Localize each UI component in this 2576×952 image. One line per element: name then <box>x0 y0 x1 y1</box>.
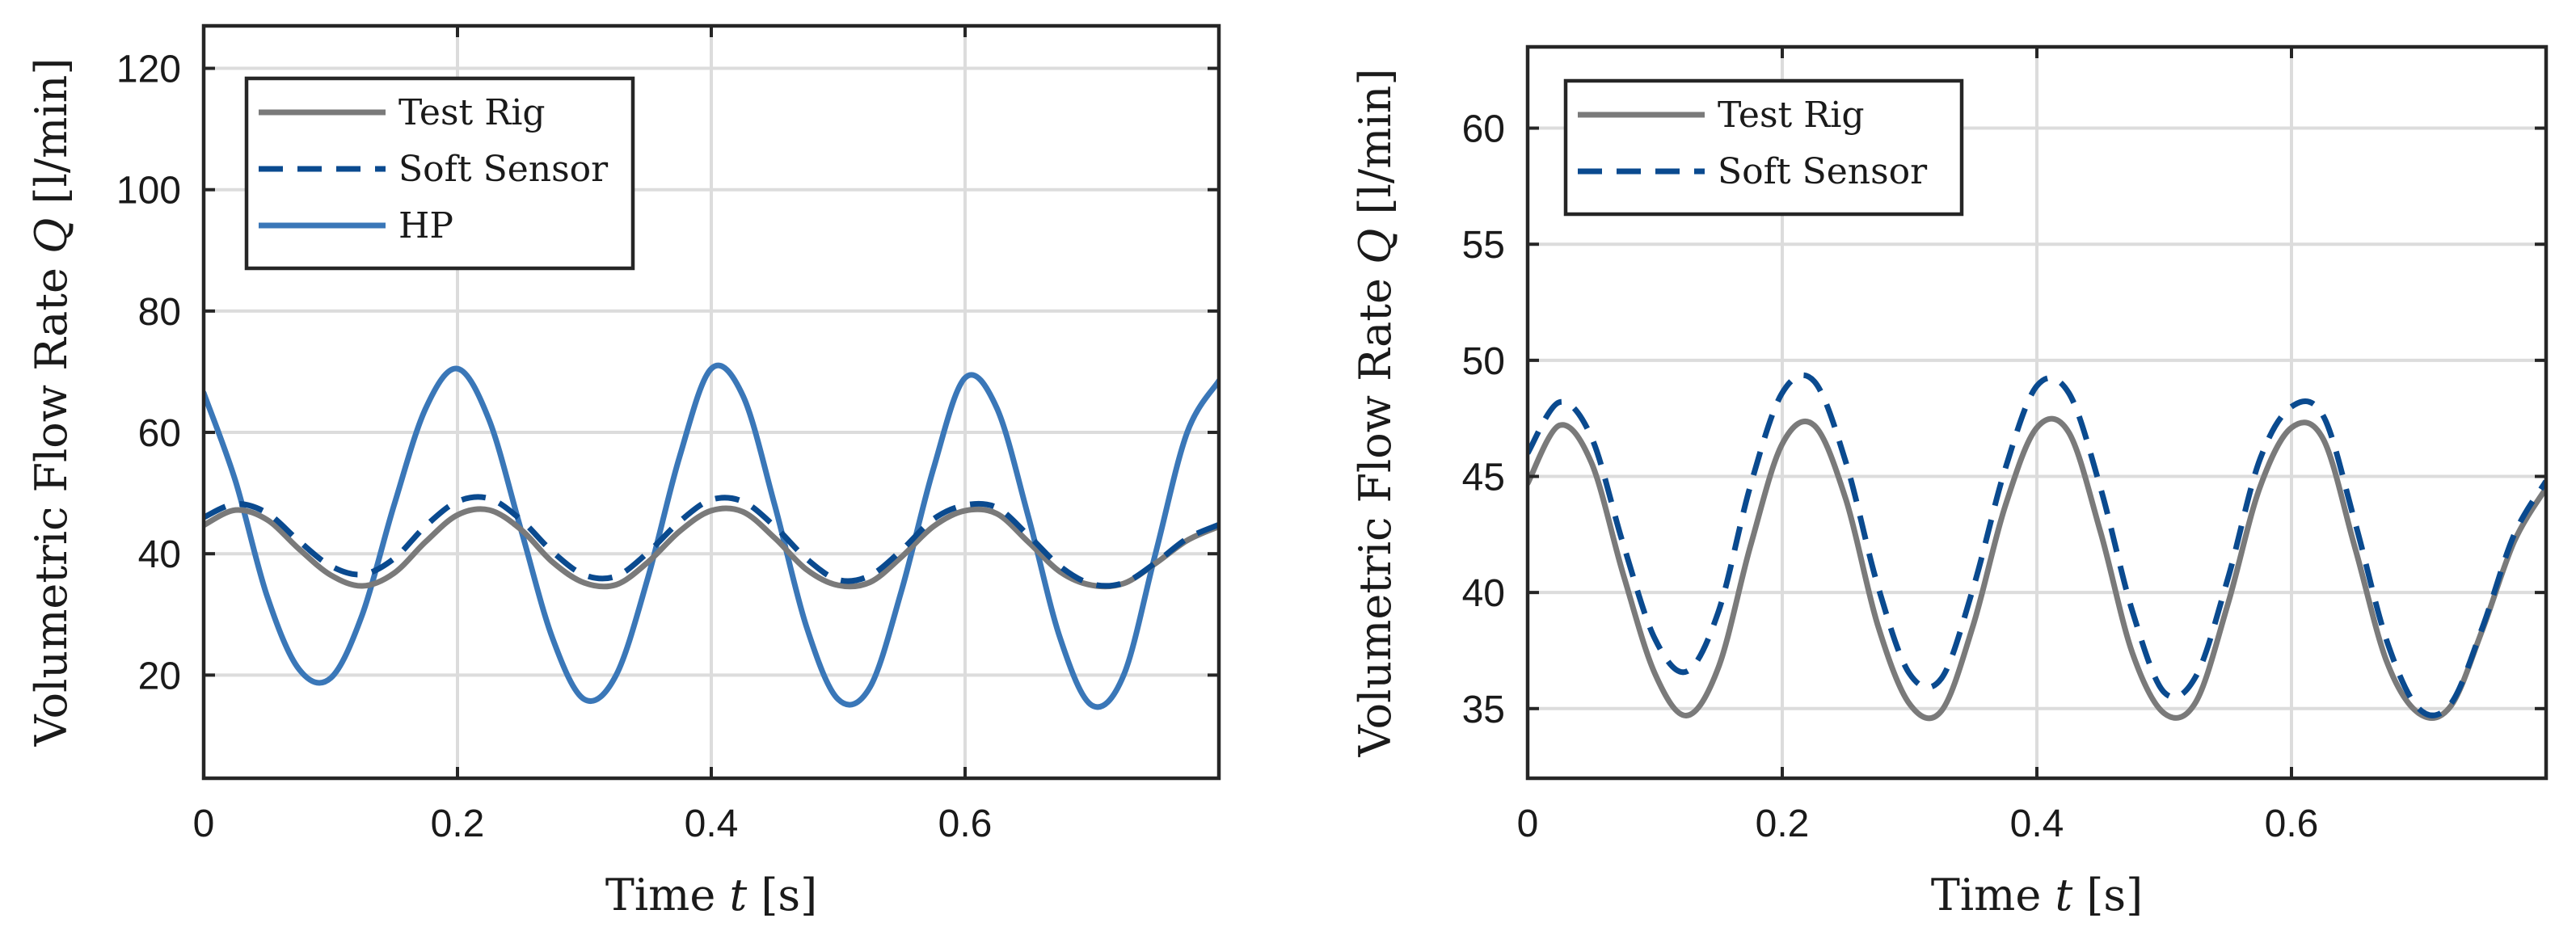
y-axis-label-text: Volumetric Flow Rate <box>26 254 77 748</box>
legend-entry-label: Soft Sensor <box>1718 151 1928 192</box>
series-line-soft-sensor <box>204 494 1219 589</box>
x-axis-label: Time t [s] <box>1931 870 2143 920</box>
y-tick-label: 40 <box>1462 572 1505 615</box>
y-tick-label: 60 <box>1462 108 1505 151</box>
y-tick-label: 20 <box>138 655 181 697</box>
x-ticks: 0 0.2 0.4 0.6 <box>1517 47 2319 845</box>
series-line-test-rig <box>1528 415 2546 722</box>
x-tick-label: 0.2 <box>1756 802 1810 845</box>
y-axis-label-unit: [l/min] <box>26 58 77 218</box>
y-tick-label: 50 <box>1462 340 1505 383</box>
right-chart: 0 0.2 0.4 0.6 35 40 45 50 55 60 Time t [s] Volumetr… <box>1350 44 2549 920</box>
x-tick-label: 0.6 <box>2265 802 2319 845</box>
y-axis-label-unit: [l/min] <box>1350 69 1401 229</box>
x-axis-label-text: Time <box>1931 870 2055 920</box>
legend-entry-label: HP <box>398 205 453 246</box>
legend-entry-label: Soft Sensor <box>398 149 609 190</box>
y-tick-label: 60 <box>138 412 181 455</box>
y-tick-label: 100 <box>116 170 181 213</box>
y-ticks: 20 40 60 80 100 120 <box>116 48 1219 697</box>
x-tick-label: 0.4 <box>2010 802 2064 845</box>
y-axis-label-variable: Q <box>26 218 77 254</box>
x-axis-label-unit: [s] <box>747 870 817 920</box>
series-group <box>1528 372 2546 722</box>
series-line-test-rig <box>204 505 1219 590</box>
legend-entry-label: Test Rig <box>1718 95 1865 136</box>
x-axis-label-unit: [s] <box>2072 870 2143 920</box>
legend-box <box>1563 78 1964 217</box>
series-line-soft-sensor <box>1528 372 2546 718</box>
y-tick-label: 80 <box>138 291 181 334</box>
y-axis-label-text: Volumetric Flow Rate <box>1350 264 1401 758</box>
x-tick-label: 0.4 <box>685 802 739 845</box>
y-tick-label: 40 <box>138 533 181 576</box>
x-axis-label-variable: t <box>2055 870 2072 920</box>
y-ticks: 35 40 45 50 55 60 <box>1462 108 2546 731</box>
x-tick-label: 0.2 <box>431 802 485 845</box>
x-axis-label: Time t [s] <box>605 870 817 920</box>
left-chart: 0 0.2 0.4 0.6 20 40 60 80 100 120 Time t [s] Volume… <box>26 23 1221 920</box>
x-ticks: 0 0.2 0.4 0.6 <box>193 26 993 845</box>
y-tick-label: 55 <box>1462 224 1505 267</box>
legend: Test Rig Soft Sensor <box>1563 78 1964 217</box>
series-line-hp <box>204 362 1219 710</box>
y-tick-label: 45 <box>1462 457 1505 499</box>
y-axis-label: Volumetric Flow Rate Q [l/min] <box>1350 69 1401 758</box>
legend-entry-label: Test Rig <box>398 92 546 133</box>
x-tick-label: 0 <box>1517 802 1539 845</box>
y-axis-label: Volumetric Flow Rate Q [l/min] <box>26 58 77 748</box>
y-tick-label: 120 <box>116 48 181 91</box>
series-group <box>204 362 1219 710</box>
x-axis-label-text: Time <box>605 870 730 920</box>
x-tick-label: 0 <box>193 802 215 845</box>
y-axis-label-variable: Q <box>1350 229 1401 264</box>
y-tick-label: 35 <box>1462 689 1505 731</box>
x-axis-label-variable: t <box>729 870 747 920</box>
x-tick-label: 0.6 <box>938 802 993 845</box>
legend: Test Rig Soft Sensor HP <box>244 76 635 271</box>
